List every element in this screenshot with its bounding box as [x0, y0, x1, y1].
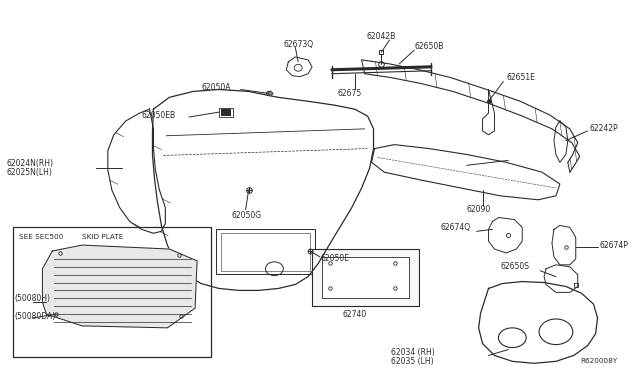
- Text: 62673Q: 62673Q: [283, 40, 313, 49]
- Text: SEE SEC500: SEE SEC500: [19, 234, 63, 240]
- Text: 62650S: 62650S: [500, 262, 529, 271]
- Text: 62674Q: 62674Q: [441, 223, 471, 232]
- Text: 62242P: 62242P: [589, 124, 618, 134]
- Text: 62674P: 62674P: [600, 241, 628, 250]
- Text: 62740: 62740: [342, 310, 367, 318]
- Text: R620008Y: R620008Y: [580, 358, 618, 364]
- Text: 62035 (LH): 62035 (LH): [392, 357, 434, 366]
- Bar: [13, 227, 211, 357]
- Bar: [312, 249, 419, 306]
- Bar: [221, 109, 231, 116]
- Text: 62651E: 62651E: [506, 73, 535, 82]
- Bar: [219, 108, 233, 117]
- Polygon shape: [42, 245, 197, 328]
- Text: SKID PLATE: SKID PLATE: [82, 234, 124, 240]
- Text: 62675: 62675: [338, 89, 362, 98]
- Text: (50080DA): (50080DA): [15, 311, 56, 321]
- Bar: [322, 257, 409, 298]
- Text: 62650B: 62650B: [414, 42, 444, 51]
- Text: 62025N(LH): 62025N(LH): [7, 168, 52, 177]
- Bar: [221, 233, 310, 271]
- Text: 62050E: 62050E: [321, 254, 350, 263]
- Text: 62050G: 62050G: [232, 211, 262, 220]
- Text: 62034 (RH): 62034 (RH): [392, 348, 435, 357]
- Text: 62090: 62090: [467, 205, 491, 214]
- Text: 62042B: 62042B: [367, 32, 396, 41]
- Bar: [216, 230, 315, 274]
- Text: (50080H): (50080H): [15, 294, 51, 303]
- Text: 62024N(RH): 62024N(RH): [7, 159, 54, 168]
- Text: 62050EB: 62050EB: [141, 110, 176, 119]
- Text: 62050A: 62050A: [201, 83, 230, 92]
